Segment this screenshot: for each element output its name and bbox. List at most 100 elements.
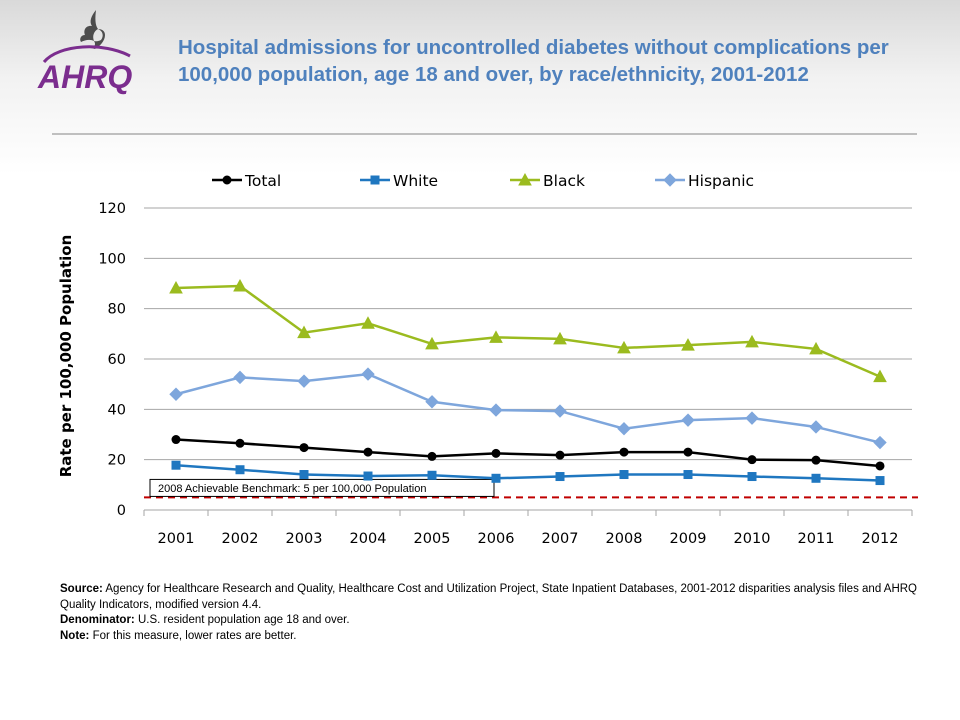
source-text: Agency for Healthcare Research and Quali…	[60, 583, 917, 611]
benchmark-label: 2008 Achievable Benchmark: 5 per 100,000…	[158, 483, 426, 495]
legend-label-total: Total	[244, 172, 281, 190]
series-black	[169, 278, 887, 383]
series-hispanic	[169, 367, 887, 450]
header-background	[0, 0, 960, 175]
x-axis-ticks: 2001 2002 2003 2004 2005 2006 2007 2008 2009 2010…	[158, 531, 899, 547]
legend-marker-hispanic	[663, 173, 677, 187]
notes-section: Source: Agency for Healthcare Research a…	[60, 582, 920, 644]
data-point-black	[297, 325, 311, 339]
x-tick-label: 2008	[606, 531, 643, 547]
logo-arc	[42, 45, 131, 64]
legend-marker-black	[518, 172, 532, 186]
data-point-hispanic	[297, 374, 311, 388]
data-point-total	[235, 438, 245, 448]
x-tick-label: 2005	[414, 531, 451, 547]
data-point-hispanic	[425, 395, 439, 409]
x-tick-label: 2001	[158, 531, 195, 547]
y-tick-label: 40	[108, 402, 126, 418]
legend-item-white: White	[360, 172, 438, 190]
series-line-black	[175, 284, 881, 378]
denominator-note: Denominator: U.S. resident population ag…	[60, 613, 920, 629]
chart-series	[169, 278, 887, 486]
series-line-hispanic	[175, 372, 881, 444]
data-point-white	[235, 465, 245, 475]
data-point-hispanic	[169, 387, 183, 401]
data-point-total	[299, 443, 309, 453]
data-point-black	[873, 369, 887, 383]
x-tick-label: 2011	[798, 531, 835, 547]
data-point-black	[553, 331, 567, 345]
data-point-hispanic	[745, 411, 759, 425]
data-point-total	[811, 455, 821, 465]
y-tick-label: 0	[117, 503, 126, 519]
data-point-black	[745, 334, 759, 348]
legend-marker-total	[222, 175, 232, 185]
data-point-total	[683, 447, 693, 457]
y-tick-label: 20	[108, 453, 126, 469]
x-tick-label: 2009	[670, 531, 707, 547]
data-point-hispanic	[873, 435, 887, 450]
data-point-white	[747, 472, 757, 482]
data-point-white	[875, 476, 885, 486]
benchmark-group: 2008 Achievable Benchmark: 5 per 100,000…	[144, 478, 918, 499]
data-point-total	[619, 447, 629, 457]
data-point-white	[427, 470, 437, 480]
benchmark-label-box	[149, 478, 495, 497]
x-tick-label: 2012	[862, 531, 899, 547]
page-title: Hospital admissions for uncontrolled dia…	[178, 36, 889, 86]
series-line-total	[175, 438, 881, 468]
data-point-black	[489, 330, 503, 343]
denominator-text: U.S. resident population age 18 and over…	[137, 614, 350, 626]
data-point-white	[491, 473, 501, 483]
y-tick-label: 100	[98, 251, 126, 267]
data-point-white	[619, 470, 629, 480]
ahrq-logo: AHRQ	[37, 10, 132, 95]
data-point-total	[747, 455, 757, 465]
data-point-white	[171, 460, 181, 470]
data-point-total	[491, 448, 501, 458]
x-tick-label: 2002	[222, 531, 259, 547]
data-point-white	[555, 472, 565, 482]
series-line-white	[175, 463, 881, 482]
y-tick-label: 120	[98, 201, 126, 217]
header-divider	[52, 133, 917, 135]
chart-gridlines	[143, 207, 913, 516]
data-point-black	[681, 338, 695, 351]
data-point-hispanic	[809, 420, 823, 434]
data-point-hispanic	[489, 403, 503, 417]
data-point-total	[171, 435, 181, 445]
y-tick-label: 60	[108, 352, 126, 368]
note: Note: For this measure, lower rates are …	[60, 629, 920, 645]
data-point-black	[233, 278, 247, 292]
y-axis-label: Rate per 100,000 Population	[57, 235, 75, 478]
legend-marker-white	[370, 175, 380, 185]
data-point-hispanic	[681, 413, 695, 427]
source-label: Source:	[60, 583, 103, 595]
legend-item-total: Total	[212, 172, 281, 190]
data-point-total	[427, 451, 437, 461]
series-total	[171, 435, 885, 471]
data-point-total	[875, 461, 885, 471]
data-point-black	[361, 316, 375, 329]
data-point-black	[169, 280, 183, 294]
hhs-eagle-icon	[80, 10, 105, 49]
legend-label-hispanic: Hispanic	[688, 172, 754, 190]
y-tick-label: 80	[108, 302, 126, 318]
data-point-black	[809, 341, 823, 355]
y-axis-ticks: 0 20 40 60 80 100 120	[98, 201, 126, 519]
data-point-black	[617, 340, 631, 354]
note-text: For this measure, lower rates are better…	[92, 629, 297, 642]
data-point-total	[363, 447, 373, 457]
legend-item-black: Black	[510, 172, 585, 190]
x-tick-label: 2007	[542, 531, 579, 547]
chart-legend: Total White Black Hispanic	[212, 172, 754, 190]
legend-label-black: Black	[543, 172, 585, 190]
denominator-label: Denominator:	[60, 614, 135, 626]
data-point-white	[683, 470, 693, 480]
data-point-total	[555, 450, 565, 460]
data-point-hispanic	[553, 404, 567, 418]
source-note: Source: Agency for Healthcare Research a…	[60, 582, 920, 613]
legend-label-white: White	[393, 172, 438, 190]
data-point-black	[425, 336, 439, 350]
x-tick-label: 2010	[734, 531, 771, 547]
